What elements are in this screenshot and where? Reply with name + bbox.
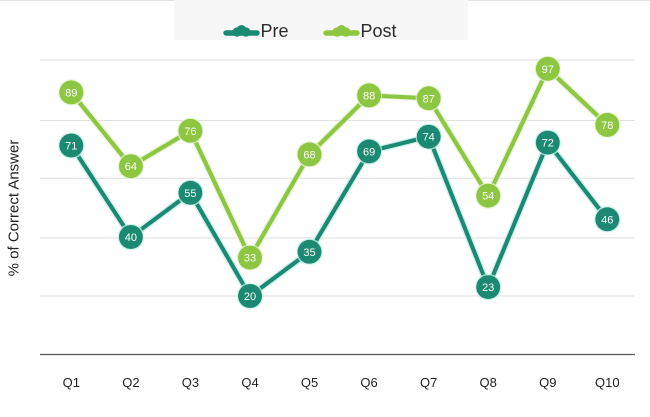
- svg-text:72: 72: [542, 138, 554, 150]
- svg-text:35: 35: [303, 247, 315, 259]
- svg-text:89: 89: [65, 87, 77, 99]
- svg-text:20: 20: [244, 291, 256, 303]
- svg-text:54: 54: [482, 191, 494, 203]
- svg-text:Q3: Q3: [182, 375, 199, 390]
- svg-text:74: 74: [423, 132, 435, 144]
- svg-text:Q9: Q9: [539, 375, 556, 390]
- svg-text:71: 71: [65, 141, 77, 153]
- svg-text:64: 64: [125, 161, 137, 173]
- svg-text:78: 78: [601, 120, 613, 132]
- svg-text:55: 55: [184, 188, 196, 200]
- svg-text:46: 46: [601, 214, 613, 226]
- svg-text:Q2: Q2: [122, 375, 139, 390]
- svg-text:33: 33: [244, 253, 256, 265]
- svg-text:97: 97: [542, 64, 554, 76]
- svg-text:23: 23: [482, 282, 494, 294]
- svg-text:Q8: Q8: [480, 375, 497, 390]
- svg-text:Q7: Q7: [420, 375, 437, 390]
- svg-text:Q4: Q4: [241, 375, 258, 390]
- svg-text:Q6: Q6: [360, 375, 377, 390]
- svg-text:87: 87: [423, 93, 435, 105]
- svg-text:88: 88: [363, 90, 375, 102]
- svg-text:69: 69: [363, 146, 375, 158]
- svg-text:40: 40: [125, 232, 137, 244]
- svg-text:Q10: Q10: [595, 375, 620, 390]
- svg-text:76: 76: [184, 126, 196, 138]
- svg-text:Q5: Q5: [301, 375, 318, 390]
- svg-text:68: 68: [303, 149, 315, 161]
- svg-text:Q1: Q1: [63, 375, 80, 390]
